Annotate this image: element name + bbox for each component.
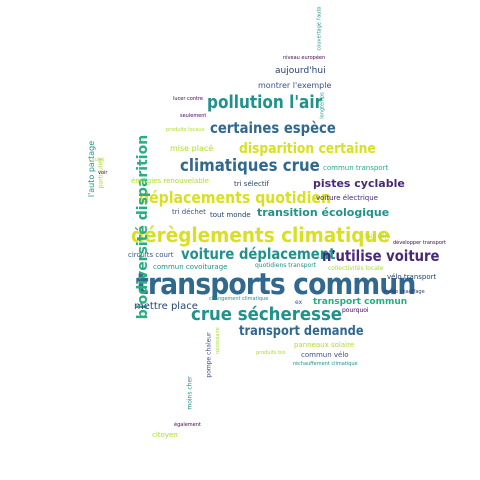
word: également [174, 422, 201, 428]
word: fais déjà [365, 233, 391, 240]
word: mettre place [134, 301, 198, 312]
word: pompe chaleur [205, 332, 213, 378]
word: collectivités locale [328, 265, 384, 272]
word: transition écologique [257, 206, 390, 219]
word: produits bio [256, 350, 286, 356]
word: voiture électrique [316, 194, 378, 202]
word: tri sélectif [234, 180, 269, 188]
word: mise placé [170, 144, 214, 153]
word: tout monde [210, 211, 251, 219]
word: déplacements quotidien [139, 188, 332, 207]
word: aujourd'hui [275, 66, 326, 76]
word: tri déchet [172, 208, 206, 216]
word: commun vélo [301, 351, 349, 359]
word: certaines espèce [210, 119, 336, 137]
word: n'utilise voiture [322, 247, 440, 265]
word: quotidiens transport [255, 262, 317, 269]
word: ex [295, 299, 303, 306]
word: développer transport [393, 240, 446, 246]
word: pollution l'air [207, 92, 323, 113]
word: transport demande [239, 324, 364, 339]
word: longtemps [319, 92, 326, 119]
word: nécessaire [214, 327, 221, 354]
word: crue sécheresse [191, 304, 343, 325]
word: disparition certaine [239, 141, 376, 157]
word: citoyen [152, 431, 178, 439]
word: commun covoiturage [153, 263, 228, 271]
word: climatiques crue [180, 156, 320, 176]
word: lucer contre [173, 96, 203, 102]
word: seulement [180, 113, 207, 119]
word: mode chauffage [384, 289, 425, 295]
word: niveau européen [283, 55, 326, 61]
word: transport commun [313, 297, 408, 307]
word: commun transport [323, 164, 389, 172]
word: panneaux solaire [294, 341, 355, 349]
word: changement climatique [209, 296, 269, 302]
word: couvertage l'auto [316, 6, 323, 51]
word: montrer l'exemple [258, 81, 332, 90]
word: réchauffement climatique [293, 361, 358, 367]
word: voir [98, 170, 108, 176]
word: sujet [92, 157, 105, 163]
word: voiture déplacement [181, 245, 336, 263]
word: transports commun [136, 267, 416, 301]
word: l'auto partage [87, 140, 97, 198]
word: dérèglements climatique [131, 223, 391, 247]
word: énergies renouvelable [131, 177, 209, 185]
word: produits locaux [166, 127, 205, 133]
word: vélo transport [387, 273, 437, 281]
word: pourquoi [342, 307, 369, 314]
word: pistes cyclable [313, 177, 405, 190]
word: circuits court [128, 251, 174, 259]
word: moins cher [186, 376, 194, 410]
word: biodiversité disparition [135, 134, 152, 320]
